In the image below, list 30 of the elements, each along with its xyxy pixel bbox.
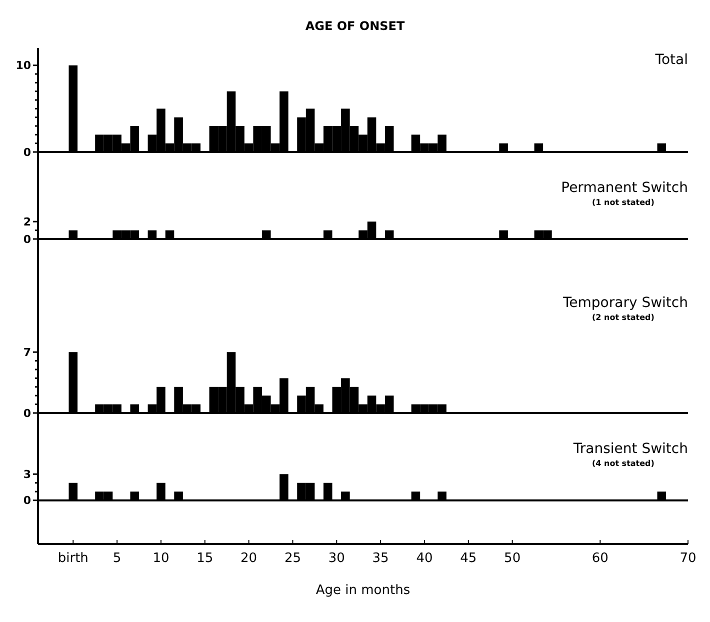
- annotation: (2 not stated): [592, 313, 654, 322]
- x-tick-label: 25: [284, 551, 302, 566]
- x-tick-label: 40: [416, 551, 433, 566]
- y-tick-label: 2: [23, 215, 31, 228]
- x-tick-label: 20: [240, 551, 258, 566]
- text: Transient Switch: [572, 441, 688, 457]
- x-tick-label: 35: [372, 551, 389, 566]
- x-tick-label: birth: [58, 551, 88, 566]
- y-tick-label: 0: [23, 146, 32, 159]
- x-axis-title: Age in months: [316, 583, 410, 598]
- y-tick-label: 10: [16, 59, 32, 72]
- text: Total: [654, 52, 688, 68]
- x-tick-label: 10: [152, 551, 170, 566]
- x-tick-label: 50: [504, 551, 521, 566]
- x-tick-label: 30: [328, 551, 345, 566]
- y-tick-label: 0: [23, 494, 32, 508]
- x-tick-label: 15: [196, 551, 214, 566]
- y-tick-label: 3: [23, 468, 31, 481]
- y-tick-label: 0: [23, 232, 32, 246]
- annotation: (4 not stated): [592, 459, 654, 468]
- annotation: (1 not stated): [592, 198, 654, 207]
- x-tick-label: 60: [592, 551, 608, 566]
- y-tick-label: 7: [23, 346, 31, 359]
- y-tick-label: 0: [23, 406, 32, 420]
- x-tick-label: 70: [680, 551, 696, 566]
- chart-title: AGE OF ONSET: [305, 19, 406, 33]
- x-tick-label: 45: [460, 551, 477, 566]
- text: Permanent Switch: [561, 180, 688, 196]
- text: Temporary Switch: [562, 295, 688, 311]
- x-tick-label: 5: [112, 551, 122, 566]
